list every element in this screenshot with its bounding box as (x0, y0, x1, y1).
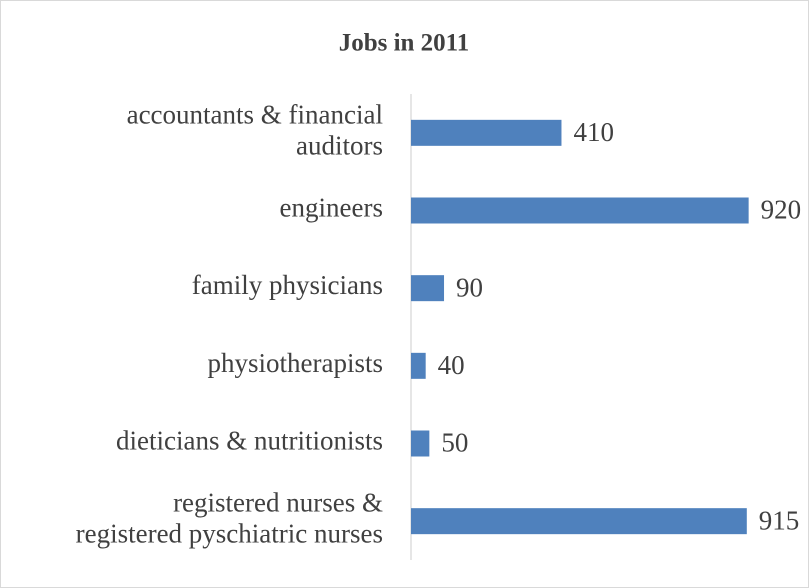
data-label: 410 (573, 117, 614, 147)
data-label: 90 (456, 272, 483, 302)
bar (411, 119, 562, 146)
category-label: physiotherapists (208, 348, 384, 378)
category-label: engineers (280, 193, 383, 223)
data-label: 50 (441, 428, 468, 458)
bar (411, 352, 426, 379)
chart-title: Jobs in 2011 (339, 30, 470, 57)
data-label: 40 (438, 350, 465, 380)
bar (411, 508, 747, 535)
bar (411, 430, 430, 457)
category-label: family physicians (192, 270, 383, 300)
data-label: 920 (761, 195, 802, 225)
bar (411, 197, 749, 224)
bar (411, 275, 445, 302)
data-label: 915 (759, 505, 800, 535)
category-label: dieticians & nutritionists (116, 426, 383, 456)
category-label: registered nurses & registered pyschiatri… (76, 488, 383, 549)
category-label: accountants & financial auditors (127, 100, 383, 161)
